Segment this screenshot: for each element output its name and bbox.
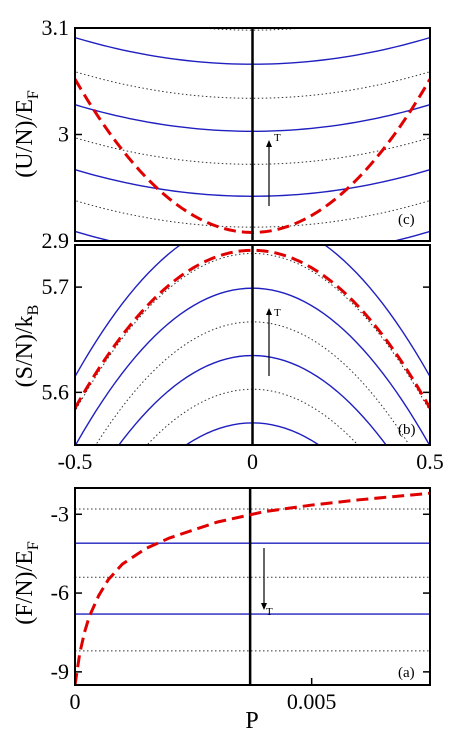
- panel-c-ytick-label-2: 3.1: [42, 15, 70, 40]
- panel-b-dotted-curve-3: [57, 456, 448, 647]
- panel-b-arrow-head: [266, 308, 272, 315]
- panel-a-ytick-label-0: -3: [51, 501, 69, 526]
- panel-a-ylabel: (F/N)/EF: [12, 541, 42, 625]
- panel-a-label: (a): [398, 665, 415, 681]
- panel-c-ylabel-sub: F: [25, 90, 42, 99]
- panel-a-xtick-label-0: 0: [70, 689, 81, 714]
- panel-a-frame: [74, 487, 431, 686]
- panel-c-arrow-head: [266, 140, 272, 147]
- panel-c-ytick-label-1: 3: [58, 122, 69, 147]
- panel-a-t-arrow: [261, 548, 267, 610]
- panel-c-ytick-label-0: 2.9: [42, 228, 70, 253]
- panel-b-arrow-label: T: [274, 307, 281, 319]
- panel-c-ylabel: (U/N)/EF: [12, 90, 42, 178]
- panel-b-ylabel-sub: B: [25, 305, 42, 316]
- panel-a-ylabel-main: (F/N)/E: [12, 550, 38, 625]
- panel-b-xtick-label-1: 0: [247, 449, 258, 474]
- panel-c: 2.9 3 3.1 T (c) (U/N)/EF: [12, 15, 431, 253]
- panel-a: -3 -6 -9 0 0.005 T (a) (F/N)/EF P: [12, 487, 431, 734]
- panel-b-ytick-label-0: 5.6: [42, 379, 70, 404]
- panel-a-arrow-head: [261, 603, 267, 610]
- panel-b-blue-curve-0: [75, 245, 430, 379]
- panel-b-xtick-label-0: -0.5: [58, 449, 93, 474]
- panel-a-xlabel: P: [245, 708, 258, 734]
- panel-b-red-curve: [75, 248, 430, 409]
- panel-a-xtick-label-1: 0.005: [287, 689, 337, 714]
- panel-a-arrow-label: T: [266, 606, 273, 618]
- panel-b-ylabel: (S/N)/kB: [12, 305, 42, 388]
- panel-a-red-curve: [75, 491, 430, 685]
- panel-b-t-arrow: [266, 308, 272, 376]
- panel-c-arrow-label: T: [274, 132, 281, 144]
- panel-a-ylabel-sub: F: [25, 541, 42, 550]
- panel-b-xtick-label-2: 0.5: [416, 449, 444, 474]
- panel-b: 5.6 5.7 -0.5 0 0.5 T (b) (S/N)/kB: [12, 244, 448, 647]
- panel-b-ylabel-main: (S/N)/k: [12, 315, 38, 387]
- panel-b-dotted-curve-1: [95, 321, 410, 445]
- panel-c-t-arrow: [266, 140, 272, 206]
- panel-b-dotted-curve-0: [75, 252, 430, 413]
- panel-c-ylabel-main: (U/N)/E: [12, 99, 38, 178]
- panel-c-dotted-curve-0: [196, 28, 309, 31]
- panel-a-ytick-label-1: -6: [51, 580, 69, 605]
- panel-a-ytick-label-2: -9: [51, 659, 69, 684]
- panel-b-label: (b): [398, 422, 416, 438]
- panel-c-label: (c): [398, 212, 415, 228]
- panel-b-ytick-label-1: 5.7: [42, 274, 70, 299]
